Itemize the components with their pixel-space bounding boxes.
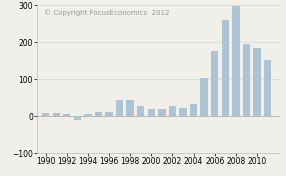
Bar xyxy=(179,108,187,116)
Bar xyxy=(53,113,60,116)
Bar xyxy=(200,78,208,116)
Bar xyxy=(137,106,144,116)
Bar xyxy=(169,106,176,116)
Bar xyxy=(116,99,123,116)
Bar xyxy=(95,112,102,116)
Bar xyxy=(243,44,250,116)
Text: © Copyright FocusEconomics  2012: © Copyright FocusEconomics 2012 xyxy=(45,10,170,16)
Bar xyxy=(211,51,219,116)
Bar xyxy=(222,20,229,116)
Bar xyxy=(42,113,49,116)
Bar xyxy=(148,109,155,116)
Bar xyxy=(232,6,240,116)
Bar xyxy=(84,114,92,116)
Bar xyxy=(158,109,166,116)
Bar xyxy=(253,48,261,116)
Bar xyxy=(105,112,113,116)
Bar xyxy=(126,99,134,116)
Bar xyxy=(190,104,197,116)
Bar xyxy=(74,116,81,120)
Bar xyxy=(264,60,271,116)
Bar xyxy=(63,114,70,116)
